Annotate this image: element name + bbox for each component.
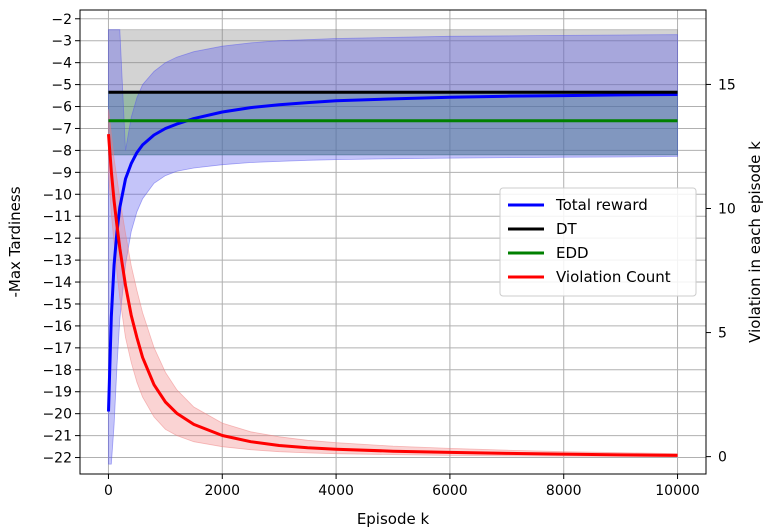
legend-label-total-reward: Total reward <box>555 196 648 214</box>
y-tick-label: −14 <box>42 275 72 291</box>
y-tick-label: −19 <box>42 385 72 401</box>
y-tick-label: −5 <box>51 78 72 94</box>
x-tick-label: 4000 <box>318 483 354 499</box>
y-tick-label: −13 <box>42 253 72 269</box>
y-tick-label: −18 <box>42 363 72 379</box>
y2-axis-title: Violation in each episode k <box>746 141 764 343</box>
tick-layer: 0 2000 4000 6000 8000 10000 −2 −3 −4 −5 −6 −7 −8 −9 −1… <box>42 12 735 499</box>
y2-tick-label: 0 <box>718 450 727 466</box>
y-tick-label: −16 <box>42 319 72 335</box>
y-tick-label: −12 <box>42 231 72 247</box>
legend-box <box>499 187 697 297</box>
y-tick-label: −22 <box>42 451 72 467</box>
x-tick-label: 8000 <box>546 483 582 499</box>
legend: Total reward DT EDD Violation Count <box>499 187 697 297</box>
violation-count-band <box>108 109 678 458</box>
y-tick-label: −9 <box>51 165 72 181</box>
y-tick-label: −11 <box>42 209 72 225</box>
x-axis-title: Episode k <box>357 510 430 528</box>
total-reward-band <box>108 29 678 465</box>
y-tick-label: −20 <box>42 407 72 423</box>
grid-layer <box>80 10 706 474</box>
y-tick-label: −10 <box>42 187 72 203</box>
legend-label-violation-count: Violation Count <box>556 268 671 286</box>
plot-frame <box>79 9 707 475</box>
legend-label-edd: EDD <box>556 244 589 262</box>
y-tick-label: −7 <box>51 121 72 137</box>
y-tick-label: −6 <box>51 100 72 116</box>
line-layer <box>107 90 678 457</box>
y2-tick-label: 10 <box>718 202 736 218</box>
legend-label-dt: DT <box>556 220 578 238</box>
y-tick-label: −17 <box>42 341 72 357</box>
x-tick-label: 0 <box>104 483 113 499</box>
y2-tick-label: 15 <box>718 77 736 93</box>
y-tick-label: −2 <box>51 12 72 28</box>
y-tick-label: −3 <box>51 34 72 50</box>
y2-tick-label: 5 <box>718 326 727 342</box>
y-tick-label: −8 <box>51 143 72 159</box>
y-tick-label: −21 <box>42 429 72 445</box>
y-axis-title: -Max Tardiness <box>6 186 24 297</box>
y-tick-label: −15 <box>42 297 72 313</box>
x-tick-label: 2000 <box>204 483 240 499</box>
y-tick-label: −4 <box>51 56 72 72</box>
x-tick-label: 10000 <box>655 483 700 499</box>
violation-count-line <box>107 133 678 457</box>
x-tick-label: 6000 <box>432 483 468 499</box>
